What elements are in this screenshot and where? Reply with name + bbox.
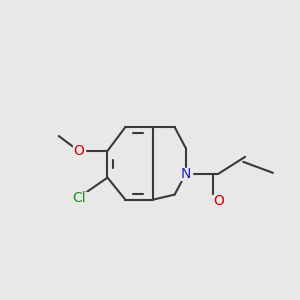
Bar <box>70 192 87 203</box>
Bar <box>180 168 192 180</box>
Text: N: N <box>181 167 191 181</box>
Text: O: O <box>73 144 84 158</box>
Text: O: O <box>213 194 224 208</box>
Text: Cl: Cl <box>72 190 86 205</box>
Bar <box>212 195 224 206</box>
Bar <box>73 145 85 157</box>
